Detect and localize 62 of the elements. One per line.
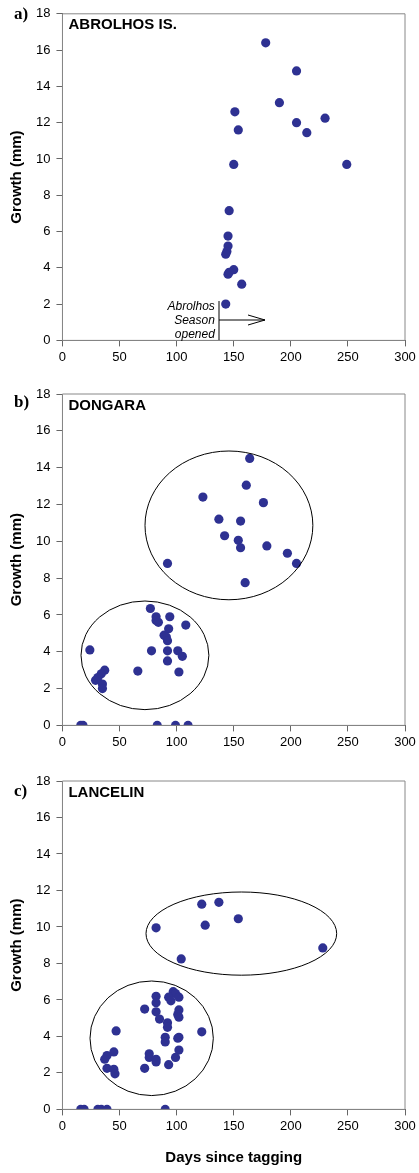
y-tick-label: 18 bbox=[35, 772, 51, 788]
x-tick-label: 250 bbox=[337, 348, 359, 364]
x-tick-label: 150 bbox=[222, 733, 245, 749]
x-tick-label: 0 bbox=[58, 1117, 67, 1133]
x-tick-label: 200 bbox=[279, 733, 302, 749]
y-tick-label: 6 bbox=[43, 606, 51, 622]
y-tick-label: 4 bbox=[43, 1028, 51, 1043]
y-tick-label: 0 bbox=[43, 1100, 51, 1116]
y-tick-label: 2 bbox=[43, 680, 51, 696]
y-tick-label: 10 bbox=[35, 532, 51, 548]
y-tick-label: 14 bbox=[35, 77, 51, 93]
y-axis-title: Growth (mm) bbox=[7, 898, 25, 992]
x-tick-label: 300 bbox=[394, 733, 416, 749]
y-tick-label: 12 bbox=[35, 882, 51, 898]
x-tick-label: 0 bbox=[58, 733, 67, 749]
text: c) bbox=[14, 781, 28, 801]
y-axis-title: Growth (mm) bbox=[7, 513, 25, 607]
x-tick-label: 250 bbox=[337, 1117, 359, 1133]
x-tick-label: 100 bbox=[165, 348, 188, 364]
x-tick-label: 200 bbox=[279, 348, 302, 364]
y-tick-label: 2 bbox=[43, 295, 51, 311]
text: b) bbox=[14, 392, 30, 412]
x-tick-label: 250 bbox=[337, 733, 359, 749]
x-tick-label: 50 bbox=[112, 1117, 127, 1133]
y-tick-label: 4 bbox=[43, 643, 51, 659]
x-tick-label: 300 bbox=[394, 1117, 416, 1133]
x-tick-label: 150 bbox=[222, 348, 245, 364]
x-tick-label: 50 bbox=[112, 348, 127, 364]
y-tick-label: 6 bbox=[43, 223, 51, 239]
x-tick-label: 300 bbox=[394, 348, 416, 364]
y-tick-label: 8 bbox=[43, 186, 51, 202]
chart-title: LANCELIN bbox=[68, 782, 145, 800]
x-tick-label: 0 bbox=[58, 348, 67, 364]
y-tick-label: 18 bbox=[35, 385, 51, 401]
y-tick-label: 18 bbox=[35, 5, 51, 21]
x-tick-label: 200 bbox=[279, 1117, 302, 1133]
text: a) bbox=[14, 4, 29, 24]
y-tick-label: 16 bbox=[35, 422, 51, 438]
y-tick-label: 2 bbox=[43, 1064, 51, 1080]
x-tick-label: 150 bbox=[222, 1117, 245, 1133]
y-tick-label: 10 bbox=[35, 150, 51, 166]
y-tick-label: 12 bbox=[35, 496, 51, 512]
y-tick-label: 10 bbox=[35, 918, 51, 934]
y-tick-label: 6 bbox=[43, 991, 51, 1007]
y-tick-label: 8 bbox=[43, 955, 51, 971]
y-tick-label: 4 bbox=[43, 259, 51, 275]
y-tick-label: 14 bbox=[35, 459, 51, 475]
ref-line-label: Abrolhos Season opened bbox=[166, 298, 216, 341]
y-tick-label: 8 bbox=[43, 569, 51, 585]
y-tick-label: 16 bbox=[35, 809, 51, 825]
x-tick-label: 100 bbox=[165, 1117, 188, 1133]
y-axis-title: Growth (mm) bbox=[7, 130, 25, 224]
x-axis-title: Days since tagging bbox=[165, 1148, 303, 1166]
x-tick-label: 100 bbox=[165, 733, 188, 749]
y-tick-label: 14 bbox=[35, 845, 51, 861]
y-tick-label: 16 bbox=[35, 41, 51, 57]
chart-title: DONGARA bbox=[68, 395, 147, 413]
x-tick-label: 50 bbox=[112, 733, 127, 749]
y-tick-label: 0 bbox=[43, 331, 51, 347]
chart-title: ABROLHOS IS. bbox=[68, 15, 177, 33]
y-tick-label: 0 bbox=[43, 716, 51, 732]
y-tick-label: 12 bbox=[35, 114, 51, 130]
